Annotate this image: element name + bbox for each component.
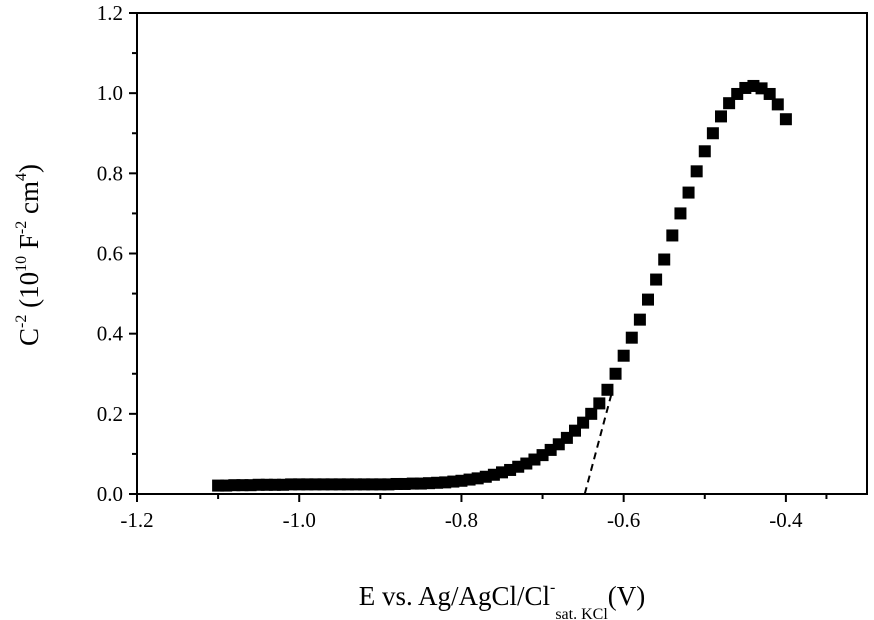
y-tick-label: 0.4 [97,322,124,346]
y-tick-label: 0.2 [97,402,123,426]
y-tick-label: 0.8 [97,161,123,185]
data-point [650,273,663,286]
x-axis-title-sup: - [550,579,555,596]
x-tick-label: -1.2 [120,508,153,532]
x-tick-label: -0.4 [769,508,803,532]
data-point [698,145,711,158]
x-axis-title-main: E vs. Ag/AgCl/Cl [359,581,550,611]
y-axis-title: C-2 (1010 F-2 cm4) [13,164,44,346]
data-point [244,479,257,492]
data-point [633,313,646,326]
y-tick-label: 0.0 [97,482,123,506]
data-point [690,165,703,178]
x-axis-title-sub: sat. KCl [555,606,608,620]
data-point [763,87,776,100]
x-axis-ticks: -1.2 -1.0 -0.8 -0.6 -0.4 [120,494,828,532]
x-tick-label: -1.0 [283,508,316,532]
data-point [658,253,671,266]
y-tick-label: 1.0 [97,81,123,105]
x-tick-label: -0.6 [607,508,640,532]
x-tick-label: -0.8 [445,508,478,532]
y-axis-title-f: F [14,234,44,256]
data-point [504,463,517,476]
y-axis-ticks: 0.0 0.2 0.4 0.6 0.8 1.0 1.2 [97,1,137,506]
x-axis-title-unit: (V) [608,581,645,611]
data-point [601,383,614,396]
data-point [666,229,679,242]
data-point [674,207,687,220]
y-axis-title-f-sup: -2 [13,221,30,234]
y-axis-title-base: C [14,328,44,346]
y-axis-title-base-sup: -2 [13,315,30,328]
fit-line-group [583,393,613,495]
data-points [212,79,792,492]
data-point [682,186,695,199]
y-axis-title-cm-sup: 4 [13,173,30,181]
data-point [779,113,792,126]
data-point [706,127,719,140]
data-point [642,293,654,306]
y-tick-label: 1.2 [97,1,123,25]
fit-line [583,393,613,495]
data-point [625,331,638,344]
data-point [593,397,606,410]
y-axis-title-cm: cm [14,181,44,221]
y-tick-label: 0.6 [97,242,123,266]
data-point [609,367,622,380]
data-point [771,98,784,111]
data-point [617,349,630,362]
y-axis-title-close: ) [14,164,44,173]
y-axis-title-exp: 10 [13,256,30,272]
data-point [723,97,736,110]
data-point [715,110,727,123]
y-axis-title-paren: (10 [14,272,44,315]
x-axis-title: E vs. Ag/AgCl/Cl-sat. KCl(V) [359,579,646,620]
data-point [585,407,598,420]
